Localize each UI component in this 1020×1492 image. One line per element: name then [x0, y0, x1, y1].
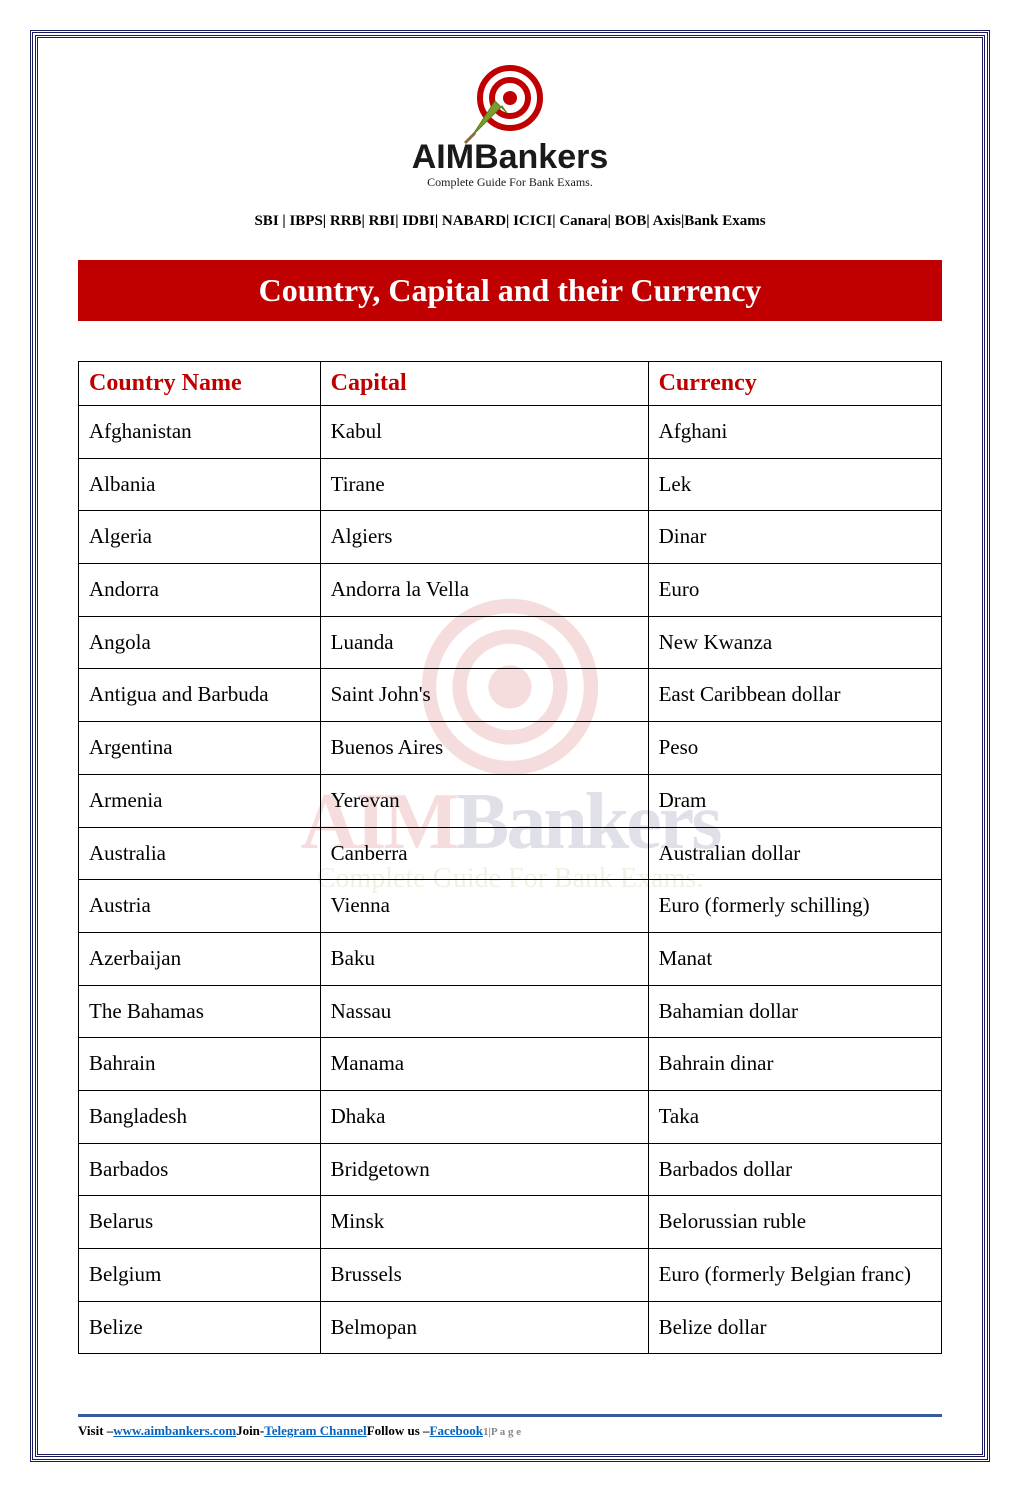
cell-currency: Australian dollar — [648, 827, 941, 880]
footer-visit-link[interactable]: www.aimbankers.com — [113, 1423, 236, 1438]
cell-country: Antigua and Barbuda — [79, 669, 321, 722]
logo-icon: AIMBankers Complete Guide For Bank Exams… — [350, 58, 670, 198]
cell-capital: Bridgetown — [320, 1143, 648, 1196]
table-row: AustraliaCanberraAustralian dollar — [79, 827, 942, 880]
cell-country: Armenia — [79, 774, 321, 827]
cell-capital: Nassau — [320, 985, 648, 1038]
cell-capital: Tirane — [320, 458, 648, 511]
table-row: BelgiumBrusselsEuro (formerly Belgian fr… — [79, 1249, 942, 1302]
table-row: AustriaViennaEuro (formerly schilling) — [79, 880, 942, 933]
table-row: ArgentinaBuenos AiresPeso — [79, 722, 942, 775]
cell-country: Argentina — [79, 722, 321, 775]
footer-join-link[interactable]: Telegram Channel — [264, 1423, 366, 1438]
footer-follow-link[interactable]: Facebook — [430, 1423, 483, 1438]
cell-currency: Dinar — [648, 511, 941, 564]
table-row: The BahamasNassauBahamian dollar — [79, 985, 942, 1038]
cell-currency: New Kwanza — [648, 616, 941, 669]
cell-country: Bangladesh — [79, 1090, 321, 1143]
table-body: AfghanistanKabulAfghaniAlbaniaTiraneLekA… — [79, 406, 942, 1354]
table-row: BelizeBelmopanBelize dollar — [79, 1301, 942, 1354]
cell-country: The Bahamas — [79, 985, 321, 1038]
table-row: AngolaLuandaNew Kwanza — [79, 616, 942, 669]
cell-country: Belarus — [79, 1196, 321, 1249]
country-table: Country Name Capital Currency Afghanista… — [78, 361, 942, 1354]
svg-text:AIMBankers: AIMBankers — [412, 138, 609, 176]
cell-capital: Luanda — [320, 616, 648, 669]
table-row: BarbadosBridgetownBarbados dollar — [79, 1143, 942, 1196]
inner-border: AIMBankers Complete Guide For Bank Exams… — [35, 35, 985, 1457]
cell-currency: East Caribbean dollar — [648, 669, 941, 722]
cell-currency: Belize dollar — [648, 1301, 941, 1354]
cell-currency: Dram — [648, 774, 941, 827]
logo-area: AIMBankers Complete Guide For Bank Exams… — [78, 58, 942, 203]
table-row: BangladeshDhakaTaka — [79, 1090, 942, 1143]
cell-currency: Euro (formerly Belgian franc) — [648, 1249, 941, 1302]
cell-capital: Minsk — [320, 1196, 648, 1249]
table-row: BahrainManamaBahrain dinar — [79, 1038, 942, 1091]
cell-currency: Euro — [648, 564, 941, 617]
cell-country: Bahrain — [79, 1038, 321, 1091]
footer: Visit –www.aimbankers.comJoin-Telegram C… — [78, 1414, 942, 1439]
footer-visit-label: Visit – — [78, 1423, 113, 1438]
cell-capital: Brussels — [320, 1249, 648, 1302]
cell-country: Belize — [79, 1301, 321, 1354]
table-row: AzerbaijanBakuManat — [79, 932, 942, 985]
cell-currency: Taka — [648, 1090, 941, 1143]
cell-country: Australia — [79, 827, 321, 880]
cell-capital: Canberra — [320, 827, 648, 880]
cell-capital: Manama — [320, 1038, 648, 1091]
cell-currency: Afghani — [648, 406, 941, 459]
cell-currency: Lek — [648, 458, 941, 511]
outer-border: AIMBankers Complete Guide For Bank Exams… — [30, 30, 990, 1462]
cell-capital: Baku — [320, 932, 648, 985]
cell-currency: Bahamian dollar — [648, 985, 941, 1038]
cell-country: Afghanistan — [79, 406, 321, 459]
cell-capital: Andorra la Vella — [320, 564, 648, 617]
svg-text:Complete Guide For Bank Exams.: Complete Guide For Bank Exams. — [427, 175, 593, 189]
cell-capital: Algiers — [320, 511, 648, 564]
table-row: AfghanistanKabulAfghani — [79, 406, 942, 459]
cell-country: Austria — [79, 880, 321, 933]
cell-country: Algeria — [79, 511, 321, 564]
table-row: AlbaniaTiraneLek — [79, 458, 942, 511]
cell-currency: Peso — [648, 722, 941, 775]
cell-country: Andorra — [79, 564, 321, 617]
cell-country: Angola — [79, 616, 321, 669]
page: AIMBankers Complete Guide For Bank Exams… — [0, 0, 1020, 1492]
cell-country: Albania — [79, 458, 321, 511]
cell-capital: Vienna — [320, 880, 648, 933]
footer-follow-label: Follow us – — [367, 1423, 430, 1438]
header-capital: Capital — [320, 362, 648, 406]
cell-capital: Yerevan — [320, 774, 648, 827]
cell-capital: Saint John's — [320, 669, 648, 722]
header-currency: Currency — [648, 362, 941, 406]
table-row: Antigua and BarbudaSaint John'sEast Cari… — [79, 669, 942, 722]
cell-capital: Belmopan — [320, 1301, 648, 1354]
cell-capital: Dhaka — [320, 1090, 648, 1143]
cell-currency: Belorussian ruble — [648, 1196, 941, 1249]
cell-capital: Kabul — [320, 406, 648, 459]
table-row: AlgeriaAlgiersDinar — [79, 511, 942, 564]
exam-line: SBI | IBPS| RRB| RBI| IDBI| NABARD| ICIC… — [78, 213, 942, 230]
cell-country: Barbados — [79, 1143, 321, 1196]
header-country: Country Name — [79, 362, 321, 406]
cell-currency: Bahrain dinar — [648, 1038, 941, 1091]
cell-country: Belgium — [79, 1249, 321, 1302]
table-row: ArmeniaYerevanDram — [79, 774, 942, 827]
cell-currency: Euro (formerly schilling) — [648, 880, 941, 933]
table-row: AndorraAndorra la VellaEuro — [79, 564, 942, 617]
content: AIMBankers Complete Guide For Bank Exams… — [78, 58, 942, 1354]
cell-country: Azerbaijan — [79, 932, 321, 985]
footer-page-number: 1|P a g e — [483, 1426, 521, 1438]
cell-currency: Barbados dollar — [648, 1143, 941, 1196]
table-header-row: Country Name Capital Currency — [79, 362, 942, 406]
cell-currency: Manat — [648, 932, 941, 985]
footer-join-label: Join- — [236, 1423, 264, 1438]
cell-capital: Buenos Aires — [320, 722, 648, 775]
table-row: BelarusMinskBelorussian ruble — [79, 1196, 942, 1249]
title-banner: Country, Capital and their Currency — [78, 260, 942, 321]
